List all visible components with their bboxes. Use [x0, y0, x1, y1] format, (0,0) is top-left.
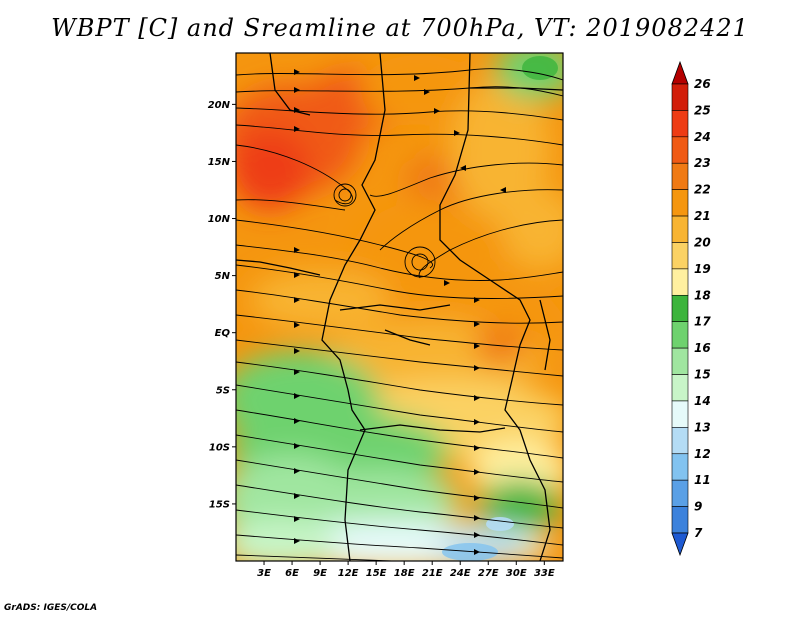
colorbar-segment: [671, 479, 689, 507]
colorbar-segment: [671, 110, 689, 138]
lon-label: 33E: [534, 568, 555, 579]
colorbar-label: 19: [694, 262, 711, 276]
colorbar-segment: [671, 189, 689, 217]
colorbar-label: 25: [694, 103, 711, 117]
latitude-axis: 20N 15N 10N 5N EQ 5S 10S 15S: [208, 100, 236, 510]
colorbar-segment: [671, 506, 689, 534]
colorbar-label: 21: [694, 209, 711, 223]
colorbar-segment: [671, 532, 689, 557]
lon-label: 12E: [338, 568, 359, 579]
colorbar-segment: [671, 60, 689, 85]
colorbar-label: 11: [694, 473, 711, 487]
colorbar-label: 22: [694, 183, 711, 197]
country-borders: [236, 53, 563, 561]
lat-label: 5N: [215, 271, 231, 282]
lat-label: 20N: [208, 100, 231, 111]
lat-label: 5S: [216, 385, 230, 396]
colorbar-segment: [671, 242, 689, 270]
lon-label: 27E: [478, 568, 499, 579]
lon-label: 9E: [313, 568, 327, 579]
colorbar-segment: [671, 453, 689, 481]
colorbar-segment: [671, 347, 689, 375]
colorbar-label: 13: [694, 420, 711, 434]
lon-label: 15E: [366, 568, 387, 579]
colorbar-segment: [671, 268, 689, 296]
colorbar-segment: [671, 162, 689, 190]
lon-label: 24E: [450, 568, 471, 579]
colorbar-label: 18: [694, 288, 711, 302]
lat-label: 10S: [209, 442, 230, 453]
colorbar-segment: [671, 321, 689, 349]
colorbar-segment: [671, 374, 689, 402]
longitude-axis: 3E 6E 9E 12E 15E 18E 21E 24E 27E 30E 33E: [257, 561, 555, 579]
streamline-arrows: [294, 69, 506, 555]
colorbar-label: 23: [694, 156, 711, 170]
colorbar-segment: [671, 294, 689, 323]
lat-label: 15N: [208, 157, 231, 168]
colorbar-label: 20: [694, 235, 711, 249]
colorbar-label: 17: [694, 315, 711, 329]
colorbar-label: 16: [694, 341, 711, 355]
colorbar-segment: [671, 400, 689, 428]
lat-label: 10N: [208, 214, 231, 225]
lon-label: 18E: [394, 568, 415, 579]
chart-title: WBPT [C] and Sreamline at 700hPa, VT: 20…: [51, 14, 749, 42]
temperature-field: [236, 53, 563, 561]
colorbar: 26 25 24 23 22 21 20 19 18 17 16 15 14 13 12 11 9 7: [671, 60, 711, 557]
streamlines: [236, 68, 563, 561]
lon-label: 21E: [422, 568, 443, 579]
plot-frame: [235, 52, 564, 562]
lon-label: 3E: [257, 568, 271, 579]
grads-credit: GrADS: IGES/COLA: [4, 603, 98, 613]
colorbar-label: 24: [694, 130, 711, 144]
colorbar-label: 15: [694, 368, 711, 382]
lat-label: 15S: [209, 499, 230, 510]
lat-label: EQ: [215, 328, 231, 339]
lon-label: 30E: [506, 568, 527, 579]
colorbar-label: 7: [694, 526, 703, 540]
lon-label: 6E: [285, 568, 299, 579]
colorbar-segment: [671, 215, 689, 243]
colorbar-segment: [671, 83, 689, 111]
colorbar-label: 26: [694, 77, 711, 91]
colorbar-segment: [671, 136, 689, 164]
colorbar-label: 12: [694, 447, 711, 461]
colorbar-segment: [671, 427, 689, 455]
colorbar-label: 14: [694, 394, 711, 408]
colorbar-label: 9: [694, 500, 702, 514]
